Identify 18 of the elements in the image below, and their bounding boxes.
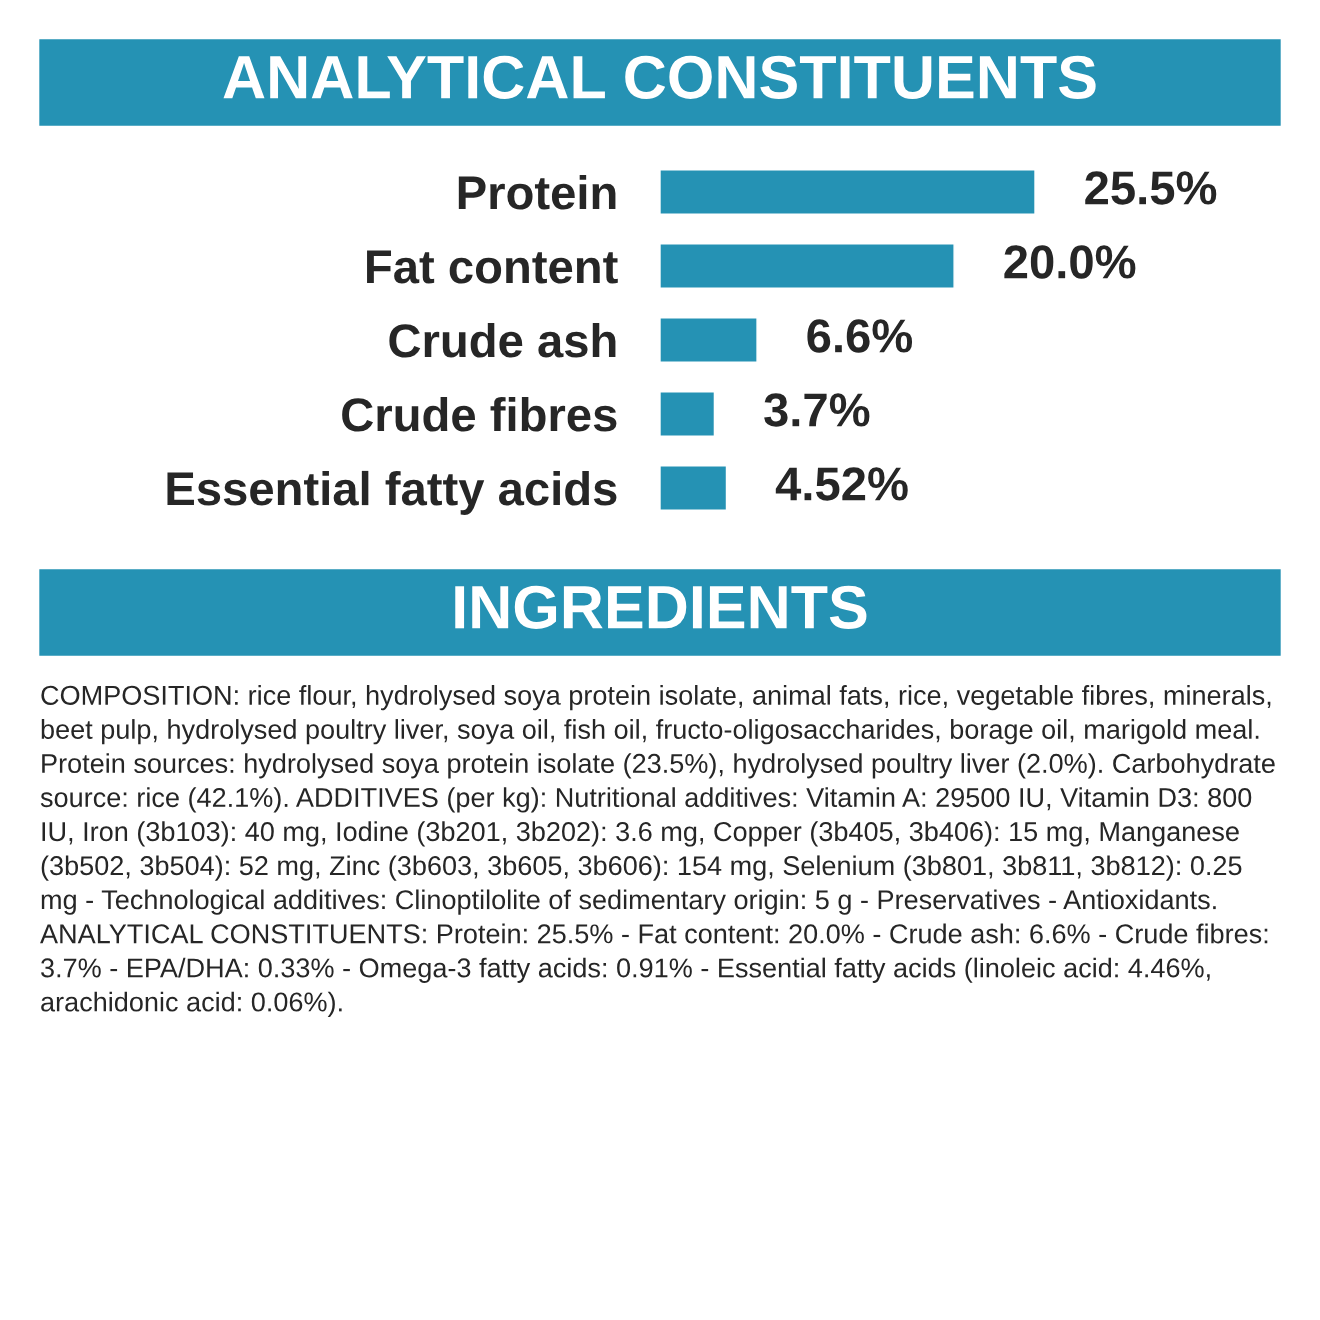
bar [660, 465, 728, 511]
y-tick-label: Fat content [367, 250, 618, 284]
bar [660, 317, 758, 363]
data-label: 4.52% [775, 467, 908, 501]
y-tick-label: Protein [458, 174, 616, 210]
bar [660, 391, 716, 437]
text: COMPOSITION: rice flour, hydrolysed soya protein isolate, animal fats, rice, vegetable fibres, minerals, beet pulp, hydrolysed poultry liver, soya oil, fish oil, fructo-oligosaccharides, borage oil, marigold meal. Protein sources: hydrolysed soya protein isolate (23.5%), hydrolysed poultry liver (2.0%). Carbohydrate source: rice (42.1%). ADDITIVES (per kg): Nutritional additives: Vitamin A: 29500 IU, Vitamin D3: 800 IU, Iron (3b103): 40 mg, Iodine (3b201, 3b202): 3.6 mg, Copper (3b405, 3b406): 15 mg, Manganese (3b502, 3b504): 52 mg, Zinc (3b603, 3b605, 3b606): 154 mg, Selenium (3b801, 3b811, 3b812): 0.25 mg - Technological additives: Clinoptilolite of sedimentary origin: 5 g - Preservatives - Antioxidants. ANALYTICAL CONSTITUENTS: Protein: 25.5% - Fat content: 20.0% - Crude ash: 6.6% - Crude fibres: 3.7% - EPA/DHA: 0.33% - Omega-3 fatty acids: 0.91% - Essential fatty acids (linoleic acid: 4.46%, arachidonic acid: 0.06%). [40, 685, 1275, 1017]
y-tick-label: Essential fatty acids [167, 470, 617, 515]
data-label: 20.0% [1004, 245, 1136, 279]
bar [660, 243, 955, 289]
y-tick-label: Crude fibres [342, 396, 617, 432]
y-tick-label: Crude ash [389, 322, 616, 358]
data-label: 3.7% [764, 393, 870, 427]
chart-title: ANALYTICAL CONSTITUENTS [223, 55, 1096, 99]
text: INGREDIENTS [455, 585, 867, 629]
data-label: 6.6% [807, 319, 913, 353]
data-label: 25.5% [1085, 171, 1217, 205]
bar [660, 169, 1036, 215]
